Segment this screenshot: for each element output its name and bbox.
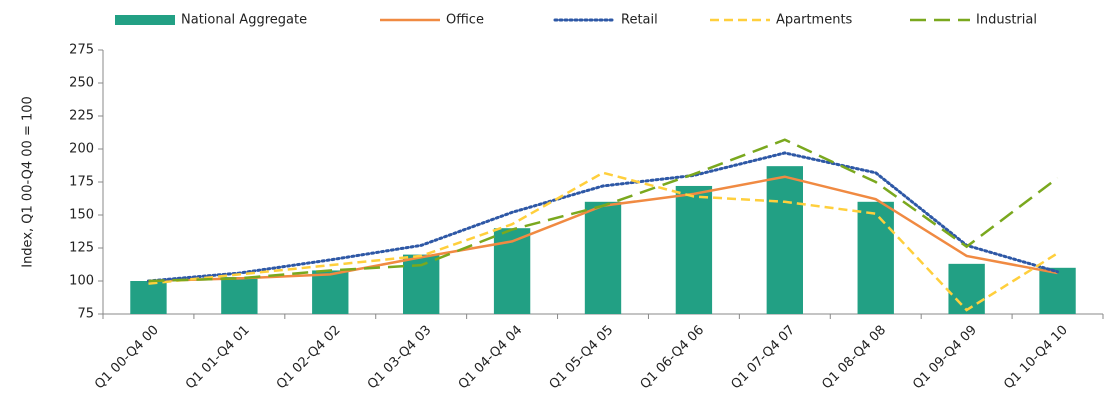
bar xyxy=(857,201,894,314)
bar xyxy=(403,254,440,314)
y-tick-label: 225 xyxy=(69,109,94,124)
x-tick-label: Q1 07-Q4 07 xyxy=(728,323,798,393)
y-tick-label: 100 xyxy=(69,274,94,289)
bar xyxy=(1039,267,1076,314)
x-tick-label: Q1 10-Q4 10 xyxy=(1001,323,1071,393)
line xyxy=(146,151,1060,283)
x-tick-label: Q1 03-Q4 03 xyxy=(365,323,435,393)
x-tick-label: Q1 01-Q4 01 xyxy=(183,323,253,393)
y-axis-label: Index, Q1 00-Q4 00 = 100 xyxy=(21,96,36,268)
y-tick-label: 175 xyxy=(69,175,94,190)
y-tick-label: 75 xyxy=(77,307,94,322)
x-tick-label: Q1 06-Q4 06 xyxy=(638,323,708,393)
legend-label: Retail xyxy=(621,13,658,28)
x-tick-label: Q1 09-Q4 09 xyxy=(910,323,980,393)
y-tick-label: 275 xyxy=(69,43,94,58)
legend-label: National Aggregate xyxy=(181,13,307,28)
legend-label: Industrial xyxy=(976,13,1037,28)
bar xyxy=(766,166,803,314)
x-tick-label: Q1 00-Q4 00 xyxy=(92,323,162,393)
bar xyxy=(584,201,622,314)
legend-label: Apartments xyxy=(776,13,853,28)
line xyxy=(148,138,1059,283)
bar xyxy=(130,281,167,314)
legend-label: Office xyxy=(446,13,484,28)
x-tick-label: Q1 04-Q4 04 xyxy=(456,323,526,393)
x-tick-label: Q1 05-Q4 05 xyxy=(547,323,617,393)
x-tick-label: Q1 02-Q4 02 xyxy=(274,323,344,393)
bar xyxy=(312,270,349,314)
y-tick-label: 200 xyxy=(69,142,94,157)
bar xyxy=(948,263,985,314)
x-tick-label: Q1 08-Q4 08 xyxy=(819,323,889,393)
y-tick-label: 125 xyxy=(69,241,94,256)
bar xyxy=(675,185,713,314)
legend-swatch xyxy=(115,15,175,25)
bar xyxy=(221,277,258,314)
y-tick-label: 150 xyxy=(69,208,94,223)
y-tick-label: 250 xyxy=(69,76,94,91)
